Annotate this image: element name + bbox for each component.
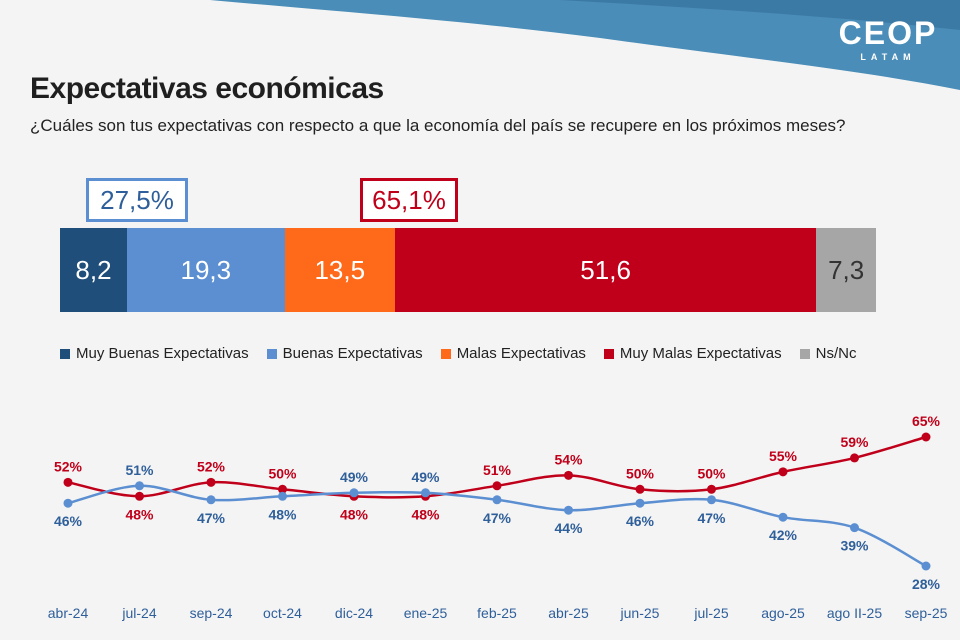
series-1-data-label: 42% xyxy=(769,527,798,543)
x-tick-label: jul-25 xyxy=(693,605,728,621)
series-0-data-label: 54% xyxy=(554,451,583,467)
x-tick-label: abr-25 xyxy=(548,605,589,621)
series-1-point xyxy=(206,495,216,505)
series-0-point xyxy=(707,484,716,494)
bar-segment-0: 8,2 xyxy=(60,228,127,312)
series-1-data-label: 28% xyxy=(912,576,941,592)
series-0-data-label: 48% xyxy=(411,506,440,522)
series-0-data-label: 50% xyxy=(697,465,726,481)
legend-item-0: Muy Buenas Expectativas xyxy=(60,345,249,362)
series-0-data-label: 65% xyxy=(912,413,941,429)
legend-swatch xyxy=(60,348,70,359)
series-1-data-label: 46% xyxy=(626,513,655,529)
legend-label: Ns/Nc xyxy=(815,345,857,362)
x-tick-label: sep-25 xyxy=(905,605,948,621)
legend-label: Muy Malas Expectativas xyxy=(619,345,782,362)
bar-segment-2: 13,5 xyxy=(284,228,395,312)
series-0-point xyxy=(921,432,931,442)
stacked-bar: 8,2 19,3 13,5 51,6 7,3 xyxy=(60,228,876,312)
series-1-data-label: 46% xyxy=(54,513,83,529)
bar-segment-4: 7,3 xyxy=(816,228,876,312)
series-0-point xyxy=(850,453,859,463)
series-0-point xyxy=(492,481,502,491)
legend-item-1: Buenas Expectativas xyxy=(266,345,423,362)
series-1-point xyxy=(707,495,716,505)
series-1-point xyxy=(278,491,287,501)
legend-item-2: Malas Expectativas xyxy=(440,345,586,362)
header-band xyxy=(210,0,960,90)
series-1-data-label: 44% xyxy=(554,520,583,536)
series-0-data-label: 48% xyxy=(125,506,154,522)
x-tick-label: dic-24 xyxy=(335,605,373,621)
logo-main-text: CEOP xyxy=(838,15,938,51)
legend-label: Malas Expectativas xyxy=(456,345,586,362)
ceop-logo: CEOP LATAM xyxy=(834,16,942,62)
bar-segment-3: 51,6 xyxy=(394,228,817,312)
series-1-point xyxy=(635,498,645,508)
legend: Muy Buenas Expectativas Buenas Expectativ… xyxy=(60,345,857,362)
legend-label: Muy Buenas Expectativas xyxy=(76,345,249,362)
series-0-data-label: 59% xyxy=(840,434,869,450)
series-1-data-label: 47% xyxy=(483,510,512,526)
series-1-data-label: 49% xyxy=(340,469,369,485)
page-subtitle: ¿Cuáles son tus expectativas con respect… xyxy=(30,116,846,135)
series-1-point xyxy=(492,495,502,505)
series-0-point xyxy=(63,477,73,487)
series-1-point xyxy=(135,481,144,491)
legend-swatch xyxy=(603,348,614,359)
legend-label: Buenas Expectativas xyxy=(282,345,423,362)
legend-swatch xyxy=(266,348,277,359)
series-1-data-label: 39% xyxy=(840,538,869,554)
series-0-data-label: 50% xyxy=(268,465,297,481)
series-0-data-label: 52% xyxy=(54,458,83,474)
logo-sub-text: LATAM xyxy=(860,52,916,62)
legend-item-3: Muy Malas Expectativas xyxy=(603,345,782,362)
trend-line-chart: 52% 48% 52% 50% 48% 48% 51% 54% 50% 50% 55% 59% 65% 4… xyxy=(48,413,948,621)
legend-swatch xyxy=(799,348,810,359)
series-0-point xyxy=(206,477,216,487)
bar-segment-1: 19,3 xyxy=(126,228,285,312)
series-0-data-label: 51% xyxy=(483,462,512,478)
series-0-data-label: 48% xyxy=(340,506,369,522)
series-0-point xyxy=(635,484,645,494)
series-0-point xyxy=(278,484,287,494)
series-1-point xyxy=(564,505,573,515)
x-tick-label: jun-25 xyxy=(620,605,660,621)
x-tick-label: ene-25 xyxy=(404,605,448,621)
series-1-point xyxy=(349,488,359,498)
series-0-data-label: 55% xyxy=(769,448,798,464)
series-0-point xyxy=(778,467,788,477)
x-tick-label: sep-24 xyxy=(190,605,233,621)
x-tick-label: jul-24 xyxy=(121,605,156,621)
negative-total-callout: 65,1% xyxy=(360,178,458,222)
x-tick-label: ago-25 xyxy=(761,605,805,621)
series-0-point xyxy=(564,470,573,480)
series-0-data-label: 52% xyxy=(197,458,226,474)
series-0-point xyxy=(135,491,144,501)
series-1-point xyxy=(421,488,430,498)
series-1-data-label: 51% xyxy=(125,462,154,478)
series-1-data-label: 48% xyxy=(268,506,297,522)
series-0-data-label: 50% xyxy=(626,465,655,481)
x-tick-label: ago II-25 xyxy=(827,605,882,621)
positive-total-callout: 27,5% xyxy=(86,178,188,222)
series-1-point xyxy=(850,523,859,533)
x-tick-label: feb-25 xyxy=(477,605,517,621)
series-1-point xyxy=(778,512,788,522)
page-title: Expectativas económicas xyxy=(30,72,384,105)
x-tick-label: oct-24 xyxy=(263,605,302,621)
legend-item-4: Ns/Nc xyxy=(799,345,857,362)
series-1-data-label: 49% xyxy=(411,469,440,485)
x-tick-label: abr-24 xyxy=(48,605,89,621)
legend-swatch xyxy=(440,348,451,359)
series-1-point xyxy=(63,498,73,508)
series-1-point xyxy=(921,561,931,571)
series-1-data-label: 47% xyxy=(197,510,226,526)
series-1-data-label: 47% xyxy=(697,510,726,526)
